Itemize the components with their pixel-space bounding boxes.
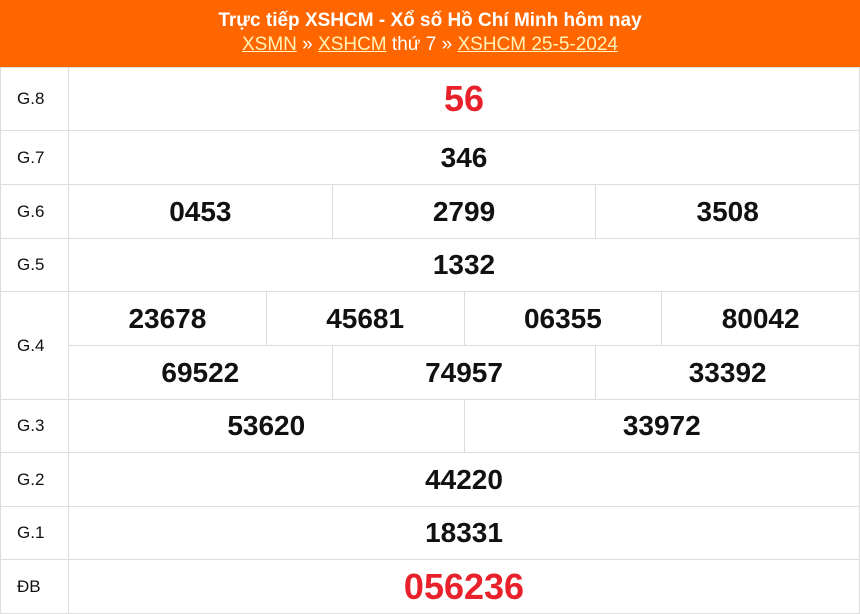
row-g7: G.7 346 [0, 130, 860, 185]
prize-value: 2799 [331, 185, 596, 238]
prize-value: 3508 [595, 185, 859, 238]
link-xshcm-date[interactable]: XSHCM 25-5-2024 [457, 34, 618, 55]
link-xshcm[interactable]: XSHCM [318, 34, 387, 55]
prize-label: G.8 [0, 67, 69, 131]
prize-value: 18331 [68, 506, 860, 560]
prize-label: ĐB [0, 559, 69, 614]
prize-value: 33392 [595, 346, 859, 399]
prize-value: 33972 [463, 400, 860, 452]
row-g2: G.2 44220 [0, 452, 860, 507]
link-xsmn[interactable]: XSMN [241, 34, 297, 55]
row-g1: G.1 18331 [0, 506, 860, 560]
breadcrumb: XSMN » XSHCM thứ 7 » XSHCM 25-5-2024 [241, 34, 618, 55]
prize-value: 06355 [463, 292, 662, 345]
page-header: Trực tiếp XSHCM - Xổ số Hồ Chí Minh hôm … [0, 0, 860, 67]
prize-label: G.2 [0, 452, 69, 507]
prize-label: G.4 [0, 291, 69, 400]
row-g6: G.6 0453 2799 3508 [0, 184, 860, 239]
prize-value: 56 [68, 67, 860, 131]
prize-label: G.5 [0, 238, 69, 292]
prize-value: 0453 [169, 195, 232, 227]
prize-label: G.3 [0, 399, 69, 453]
prize-label: G.6 [0, 184, 69, 239]
row-g3: G.3 53620 33972 [0, 399, 860, 453]
prize-value: 1332 [68, 238, 860, 292]
row-special: ĐB 056236 [0, 559, 860, 614]
prize-value: 23678 [128, 302, 207, 334]
prize-value: 44220 [68, 452, 860, 507]
prize-label: G.1 [0, 506, 69, 560]
prize-value: 74957 [331, 346, 596, 399]
prize-value: 45681 [265, 292, 464, 345]
row-g5: G.5 1332 [0, 238, 860, 292]
row-g4: G.4 23678 45681 06355 80042 69522 74957 33392 [0, 291, 860, 400]
prize-value: 346 [68, 130, 860, 185]
special-prize-value: 056236 [68, 559, 860, 614]
page-title: Trực tiếp XSHCM - Xổ số Hồ Chí Minh hôm … [218, 10, 642, 31]
prize-value: 69522 [161, 356, 240, 388]
results-table: G.8 56 G.7 346 G.6 0453 2799 3508 G.5 1332 G.4… [0, 67, 860, 614]
prize-value: 80042 [661, 292, 859, 345]
row-g8: G.8 56 [0, 67, 860, 131]
prize-value: 53620 [227, 410, 306, 441]
prize-label: G.7 [0, 130, 69, 185]
